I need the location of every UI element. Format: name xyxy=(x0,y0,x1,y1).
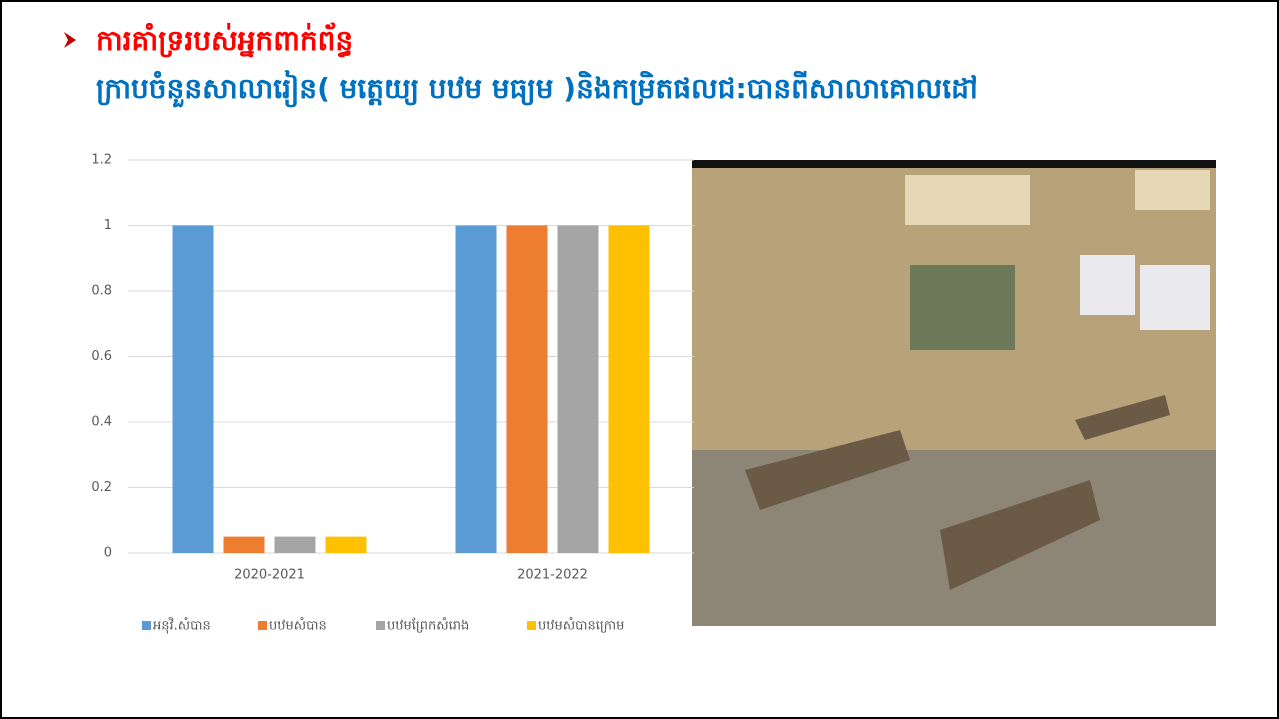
y-tick-label: 1 xyxy=(104,218,112,233)
y-tick-label: 1.2 xyxy=(91,153,112,168)
bar xyxy=(274,536,316,553)
photo-desk xyxy=(940,480,1100,590)
y-tick-label: 0.6 xyxy=(91,349,112,364)
x-tick-label: 2020-2021 xyxy=(234,568,305,583)
legend-swatch xyxy=(258,621,267,630)
bullet-arrow xyxy=(64,32,76,48)
legend-label: អនុវិ.សំបាន xyxy=(153,617,211,635)
legend-label: បឋមសំបាន xyxy=(269,617,327,634)
x-tick-label: 2021-2022 xyxy=(517,568,588,583)
y-tick-label: 0 xyxy=(104,546,112,561)
photo-poster xyxy=(1080,255,1135,315)
photo-vent xyxy=(1135,170,1210,210)
bar xyxy=(455,225,497,553)
bar xyxy=(223,536,265,553)
legend-label: បឋមសំបានក្រោម xyxy=(538,617,624,634)
photo-desk xyxy=(745,430,910,510)
y-tick-label: 0.4 xyxy=(91,415,112,430)
photo-window xyxy=(910,265,1015,350)
legend-swatch xyxy=(376,621,385,630)
legend-swatch xyxy=(142,621,151,630)
bar xyxy=(557,225,599,553)
heading: ការគាំទ្ររបស់អ្នកពាក់ព័ន្ធ xyxy=(96,22,353,58)
y-tick-label: 0.2 xyxy=(91,480,112,495)
photo-top-band xyxy=(692,160,1216,168)
bar xyxy=(325,536,367,553)
photo-desk xyxy=(1075,395,1170,440)
bar xyxy=(608,225,650,553)
bar xyxy=(506,225,548,553)
y-tick-label: 0.8 xyxy=(91,284,112,299)
photo-poster xyxy=(1140,265,1210,330)
photo-vent xyxy=(905,175,1030,225)
legend-swatch xyxy=(527,621,536,630)
classroom-photo xyxy=(692,160,1216,626)
subheading: ក្រាបចំនួនសាលារៀន( មត្តេយ្យ បឋម មធ្យម )ន… xyxy=(96,70,978,108)
legend-label: បឋមព្រែកសំរោង xyxy=(387,617,469,634)
bar xyxy=(172,225,214,553)
